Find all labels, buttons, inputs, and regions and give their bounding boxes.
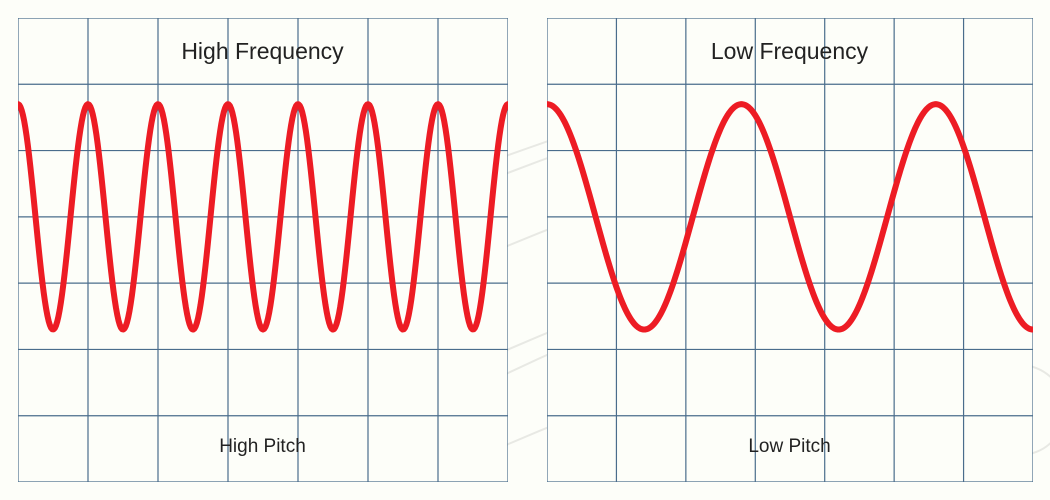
wave-low-frequency [547, 18, 1033, 482]
label-high-pitch: High Pitch [18, 436, 507, 458]
title-low-frequency: Low Frequency [547, 38, 1032, 65]
title-high-frequency: High Frequency [18, 38, 507, 65]
low-frequency-panel: Low Frequency Low Pitch [547, 18, 1032, 482]
high-frequency-panel: High Frequency High Pitch [18, 18, 507, 482]
wave-high-frequency [18, 18, 508, 482]
label-low-pitch: Low Pitch [547, 436, 1032, 458]
